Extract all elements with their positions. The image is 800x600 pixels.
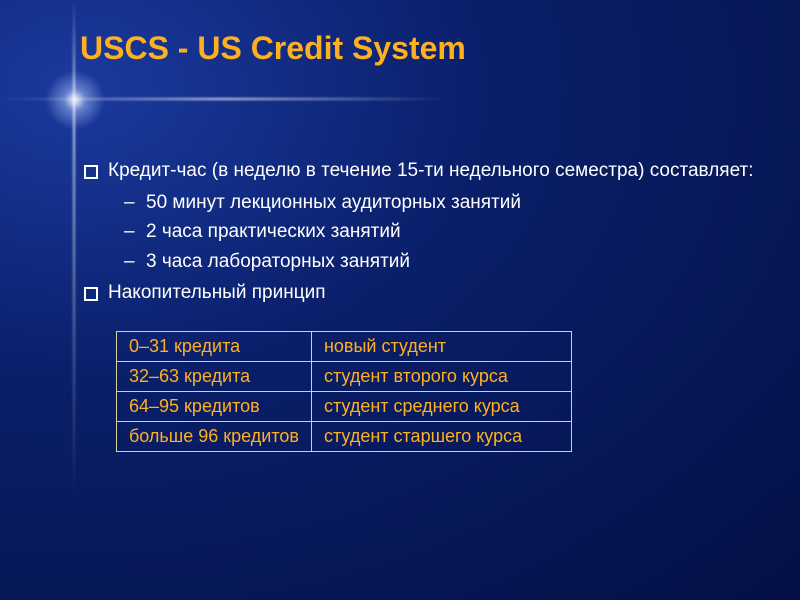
slide-title: USCS - US Credit System [80, 30, 760, 67]
bullet-item: Накопительный принцип [80, 279, 760, 307]
table-cell: больше 96 кредитов [117, 421, 312, 451]
slide-content: USCS - US Credit System Кредит-час (в не… [80, 30, 760, 452]
table-cell: студент среднего курса [311, 391, 571, 421]
table-cell: студент старшего курса [311, 421, 571, 451]
table-cell: 0–31 кредита [117, 331, 312, 361]
table-cell: студент второго курса [311, 361, 571, 391]
sub-item: 2 часа практических занятий [122, 218, 760, 246]
table-cell: 64–95 кредитов [117, 391, 312, 421]
bullet-text: Накопительный принцип [108, 282, 325, 303]
table-cell: 32–63 кредита [117, 361, 312, 391]
table-row: 32–63 кредита студент второго курса [117, 361, 572, 391]
bullet-item: Кредит-час (в неделю в течение 15-ти нед… [80, 157, 760, 275]
table-row: 64–95 кредитов студент среднего курса [117, 391, 572, 421]
bullet-list: Кредит-час (в неделю в течение 15-ти нед… [80, 157, 760, 307]
bullet-text: Кредит-час (в неделю в течение 15-ти нед… [108, 160, 754, 181]
table-row: 0–31 кредита новый студент [117, 331, 572, 361]
sub-list: 50 минут лекционных аудиторных занятий 2… [122, 189, 760, 276]
sub-item: 3 часа лабораторных занятий [122, 248, 760, 276]
table-cell: новый студент [311, 331, 571, 361]
credits-table: 0–31 кредита новый студент 32–63 кредита… [116, 331, 572, 452]
sub-item: 50 минут лекционных аудиторных занятий [122, 189, 760, 217]
table-row: больше 96 кредитов студент старшего курс… [117, 421, 572, 451]
